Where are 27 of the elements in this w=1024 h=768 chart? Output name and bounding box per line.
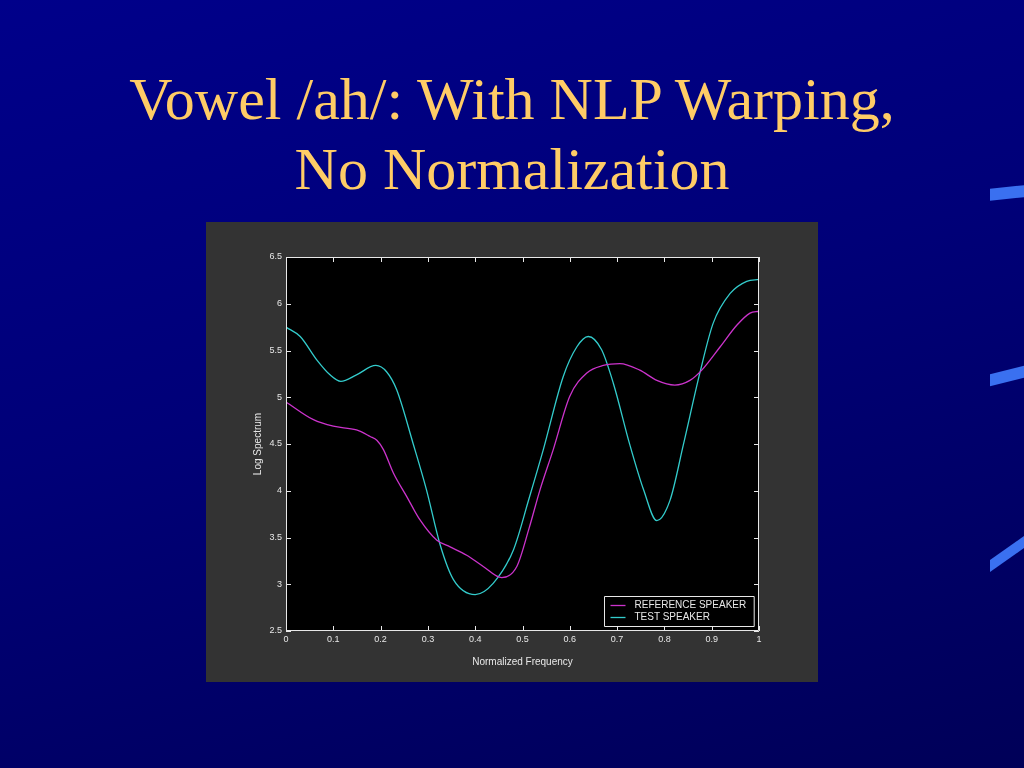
x-tick-label: 0.8: [658, 633, 671, 644]
y-tick-label: 2.5: [269, 625, 282, 636]
x-tick-label: 0.6: [563, 633, 577, 644]
x-tick-label: 0.3: [421, 633, 435, 644]
chart-title: Vowel /ah/: With NLP Warping, No Normalization: [128, 65, 896, 204]
y-tick-label: 6.5: [269, 251, 282, 262]
x-tick-label: 0.1: [327, 633, 340, 644]
x-tick-label: 0.9: [705, 633, 718, 644]
y-axis-title: Log Spectrum: [251, 412, 263, 476]
x-tick-label: 0.2: [374, 633, 387, 644]
x-tick-label: 0: [283, 633, 289, 644]
line-series: [286, 310, 759, 579]
legend-label: REFERENCE SPEAKER: [634, 599, 747, 611]
x-tick-label: 1: [756, 633, 762, 644]
y-tick-label: 4: [276, 485, 282, 496]
y-tick-label: 6: [276, 298, 282, 309]
y-tick-label: 3.5: [269, 531, 282, 542]
x-tick-label: 0.4: [468, 633, 482, 644]
y-tick-label: 5.5: [269, 344, 282, 355]
y-tick-label: 4.5: [269, 438, 282, 449]
legend-label: TEST SPEAKER: [634, 611, 710, 623]
line-series: [286, 278, 759, 596]
x-tick-label: 0.5: [516, 633, 529, 644]
y-tick-label: 3: [276, 578, 282, 589]
x-tick-label: 0.7: [610, 633, 624, 644]
x-axis-title: Normalized Frequency: [472, 655, 573, 667]
y-tick-label: 5: [276, 391, 282, 402]
